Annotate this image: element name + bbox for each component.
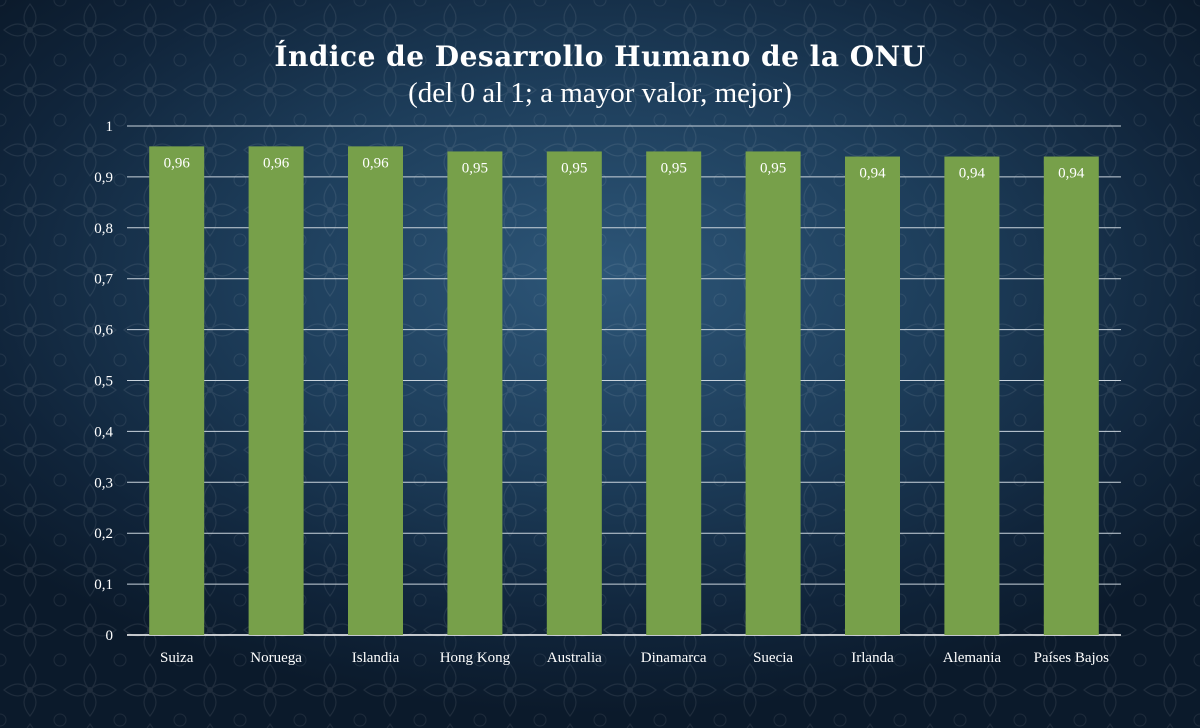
bar (646, 151, 702, 635)
data-labels: 0,96 0,96 0,96 0,95 0,95 0,95 0,95 0,94 0,94 0,94 (164, 155, 1085, 181)
y-tick-label: 0,1 (94, 577, 113, 593)
data-label: 0,95 (561, 160, 587, 176)
bar (845, 156, 900, 636)
bar (447, 151, 503, 635)
data-label: 0,94 (859, 166, 886, 182)
x-tick-label: Dinamarca (641, 650, 707, 666)
x-tick-label: Noruega (250, 650, 302, 666)
data-label: 0,96 (362, 155, 389, 171)
x-tick-label: Irlanda (851, 650, 894, 666)
chart-subtitle: (del 0 al 1; a mayor valor, mejor) (408, 77, 792, 109)
y-tick-label: 0,4 (94, 424, 113, 440)
x-tick-label: Australia (547, 650, 602, 666)
bar (149, 146, 205, 636)
y-tick-label: 0,6 (94, 323, 113, 339)
y-axis-ticks: 0 0,1 0,2 0,3 0,4 0,5 0,6 0,7 0,8 0,9 1 (94, 119, 113, 644)
data-label: 0,95 (760, 160, 786, 176)
data-label: 0,94 (959, 166, 986, 182)
x-tick-label: Hong Kong (440, 650, 511, 666)
chart-title: Índice de Desarrollo Humano de la ONU (274, 40, 926, 73)
data-label: 0,95 (462, 160, 488, 176)
y-tick-label: 0 (106, 628, 114, 644)
y-tick-label: 0,2 (94, 526, 113, 542)
data-label: 0,95 (661, 160, 687, 176)
data-label: 0,94 (1058, 166, 1085, 182)
x-axis-ticks: Suiza Noruega Islandia Hong Kong Australia Di… (160, 650, 1109, 666)
bar (745, 151, 801, 635)
data-label: 0,96 (164, 155, 191, 171)
bar (1043, 156, 1099, 636)
y-tick-label: 0,8 (94, 221, 113, 237)
bar (546, 151, 602, 635)
data-label: 0,96 (263, 155, 290, 171)
bar (248, 146, 304, 636)
x-tick-label: Países Bajos (1034, 650, 1110, 666)
y-tick-label: 0,7 (94, 272, 113, 288)
x-tick-label: Suiza (160, 650, 194, 666)
x-tick-label: Islandia (352, 650, 400, 666)
x-tick-label: Alemania (943, 650, 1002, 666)
y-tick-label: 1 (106, 119, 114, 135)
y-tick-label: 0,5 (94, 374, 113, 390)
y-tick-label: 0,9 (94, 170, 113, 186)
chart-title-block: Índice de Desarrollo Humano de la ONU (d… (0, 38, 1200, 110)
bars (149, 146, 1099, 636)
x-tick-label: Suecia (753, 650, 793, 666)
bar (348, 146, 403, 636)
bar (944, 156, 1000, 636)
y-tick-label: 0,3 (94, 475, 113, 491)
